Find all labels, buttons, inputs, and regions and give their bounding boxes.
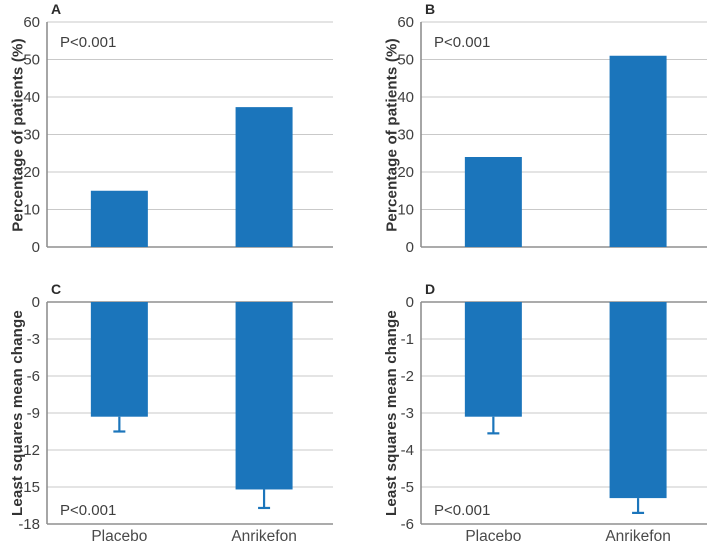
panel-letter-b: B xyxy=(425,1,436,17)
svg-text:0: 0 xyxy=(406,239,414,256)
panel-a: 60 50 40 30 20 10 0 A Percentage of patients (… xyxy=(0,0,355,274)
panel-d: 0 -1 -2 -3 -4 -5 -6 Placebo Anrikefon D Least sq… xyxy=(355,274,710,548)
svg-text:Anrikefon: Anrikefon xyxy=(605,528,670,545)
svg-text:20: 20 xyxy=(23,164,40,181)
svg-text:40: 40 xyxy=(23,89,40,106)
svg-text:50: 50 xyxy=(23,52,40,69)
panel-letter-c: C xyxy=(51,281,62,297)
y-axis-label-b: Percentage of patients (%) xyxy=(383,37,400,232)
svg-text:50: 50 xyxy=(397,52,414,69)
plot-area-b: 60 50 40 30 20 10 0 xyxy=(397,14,707,256)
svg-text:40: 40 xyxy=(397,89,414,106)
svg-text:60: 60 xyxy=(397,14,414,31)
y-axis-label-c: Least squares mean change xyxy=(9,310,26,516)
svg-text:-6: -6 xyxy=(401,516,414,533)
plot-area-a: 60 50 40 30 20 10 0 xyxy=(23,14,333,256)
svg-text:Placebo: Placebo xyxy=(465,528,521,545)
plot-area-c: 0 -3 -6 -9 -12 -15 -18 Placebo Anrikefon xyxy=(18,294,333,545)
svg-text:-3: -3 xyxy=(27,331,40,348)
p-value-annotation-c: P<0.001 xyxy=(60,502,117,519)
p-value-annotation-a: P<0.001 xyxy=(60,34,117,51)
svg-text:-3: -3 xyxy=(401,405,414,422)
svg-text:0: 0 xyxy=(32,294,40,311)
svg-text:0: 0 xyxy=(32,239,40,256)
plot-area-d: 0 -1 -2 -3 -4 -5 -6 Placebo Anrikefon xyxy=(401,294,707,545)
svg-text:-15: -15 xyxy=(18,479,40,496)
p-value-annotation-d: P<0.001 xyxy=(434,502,491,519)
y-axis-label-a: Percentage of patients (%) xyxy=(9,37,26,232)
svg-text:-6: -6 xyxy=(27,368,40,385)
svg-text:-1: -1 xyxy=(401,331,414,348)
svg-text:-5: -5 xyxy=(401,479,414,496)
svg-text:10: 10 xyxy=(23,202,40,219)
panel-c: 0 -3 -6 -9 -12 -15 -18 Placebo Anrikefon C Least… xyxy=(0,274,355,548)
svg-text:-12: -12 xyxy=(18,442,40,459)
svg-text:Anrikefon: Anrikefon xyxy=(231,528,296,545)
panel-letter-d: D xyxy=(425,281,436,297)
panel-letter-a: A xyxy=(51,1,62,17)
svg-text:30: 30 xyxy=(23,127,40,144)
svg-text:Placebo: Placebo xyxy=(91,528,147,545)
svg-text:-18: -18 xyxy=(18,516,40,533)
svg-text:60: 60 xyxy=(23,14,40,31)
y-axis-label-d: Least squares mean change xyxy=(383,310,400,516)
svg-text:0: 0 xyxy=(406,294,414,311)
svg-text:30: 30 xyxy=(397,127,414,144)
panel-b: 60 50 40 30 20 10 0 B Percentage of patients (… xyxy=(355,0,710,274)
svg-text:-9: -9 xyxy=(27,405,40,422)
svg-text:-2: -2 xyxy=(401,368,414,385)
svg-text:20: 20 xyxy=(397,164,414,181)
p-value-annotation-b: P<0.001 xyxy=(434,34,491,51)
svg-text:-4: -4 xyxy=(401,442,414,459)
svg-text:10: 10 xyxy=(397,202,414,219)
